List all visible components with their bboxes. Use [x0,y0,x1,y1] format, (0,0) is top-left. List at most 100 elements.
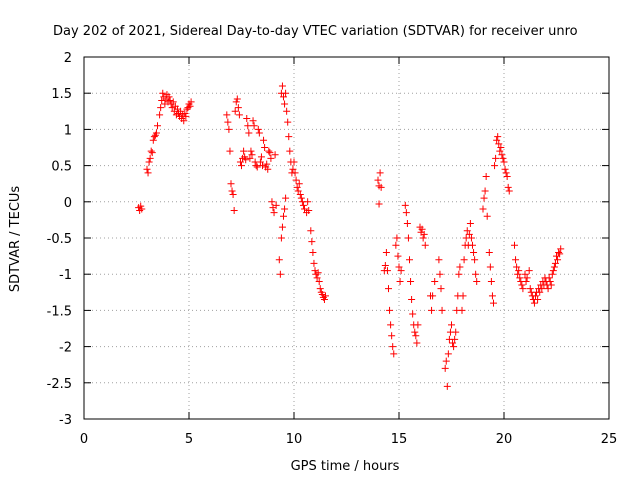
data-point [479,205,487,213]
data-point [383,267,391,275]
data-point [382,248,390,256]
y-tick-label: -1 [59,268,72,283]
data-point [157,104,165,112]
data-point [286,147,294,155]
data-point [267,154,275,162]
data-point [278,82,286,90]
data-point [181,109,189,117]
data-point [404,234,412,242]
data-point [256,158,264,166]
data-point [238,162,245,170]
data-point [536,288,544,296]
data-point [241,153,249,161]
data-point [224,118,232,126]
data-point [138,205,146,213]
data-point [318,290,326,298]
data-point [408,296,416,304]
data-point [150,133,158,141]
data-point [282,89,290,97]
data-point [513,263,521,271]
data-point [259,162,266,170]
data-point [546,277,554,285]
data-point [406,256,413,264]
data-point [252,162,260,170]
data-point [265,147,273,155]
data-point [396,277,404,285]
data-point [186,102,194,110]
data-point [435,256,443,264]
data-point [444,350,452,358]
data-point [291,169,299,177]
data-point [231,107,239,115]
data-point [395,263,403,271]
y-tick-label: 1 [64,123,72,138]
y-tick-label: 0.5 [51,160,72,175]
data-point [177,107,185,115]
x-tick-label: 0 [80,432,88,447]
data-point [385,285,392,293]
data-point [443,382,451,390]
data-point [532,292,539,300]
data-point [283,107,291,115]
data-point [472,270,480,278]
data-point [554,256,562,264]
data-point [411,328,419,336]
data-point [284,118,292,126]
y-tick-label: -0.5 [47,232,72,247]
data-point [289,165,297,173]
data-point [465,230,473,238]
data-point [428,306,436,314]
data-point [292,176,300,184]
data-point [458,306,466,314]
data-point [550,263,558,271]
y-tick-label: -3 [59,413,72,428]
data-point [263,160,271,168]
data-point [280,212,287,220]
tick-layer: -3-2.5-2-1.5-1-0.500.511.520 5 10 15 20 25 [47,51,618,447]
data-point [409,310,417,318]
data-point [450,343,458,351]
data-point [281,205,289,213]
data-point [534,296,542,304]
data-point [277,234,285,242]
plot-frame [83,56,610,420]
data-point [316,285,324,293]
data-point [169,98,177,106]
data-point [490,299,497,307]
data-point [389,343,397,351]
data-point [515,267,523,275]
data-point [310,259,318,267]
data-point [407,277,415,285]
data-point [438,306,446,314]
data-point [225,125,233,133]
data-point [397,267,405,275]
data-point [469,241,476,249]
data-point [147,147,155,155]
data-point [232,98,240,106]
data-point [551,259,559,267]
data-point [525,267,533,275]
data-point [386,306,394,314]
data-point [275,256,283,264]
data-point [401,201,409,209]
data-point [511,241,518,249]
data-point [463,227,471,235]
data-point [278,223,286,231]
data-point [470,248,478,256]
data-point [276,270,284,278]
x-tick-label: 5 [185,432,193,447]
data-point [299,201,307,209]
data-point [502,169,510,177]
x-tick-label: 15 [391,432,408,447]
data-point [492,154,500,162]
data-point [313,274,321,282]
data-point [481,187,489,195]
data-point [244,122,252,130]
data-point [485,248,493,256]
data-point [146,154,154,162]
data-point [235,111,243,119]
data-point [308,238,316,246]
data-point [305,206,313,214]
